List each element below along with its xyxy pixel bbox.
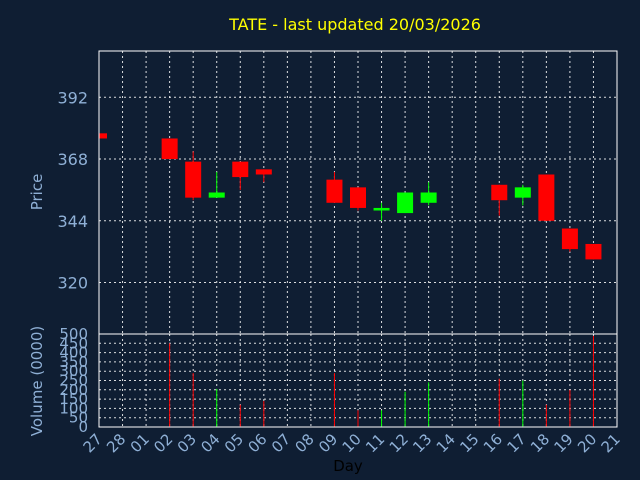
x-tick-label: 08 [292,430,318,456]
candle-body [326,179,343,203]
x-tick-label: 18 [527,430,553,456]
volume-tick-label: 300 [59,362,88,380]
x-tick-label: 19 [551,430,577,456]
volume-tick-label: 150 [59,390,88,408]
chart-title: TATE - last updated 20/03/2026 [228,15,481,34]
x-tick-label: 04 [197,430,223,456]
x-tick-label: 20 [574,430,600,456]
volume-tick-label: 250 [59,372,88,390]
x-tick-label: 16 [480,430,506,456]
x-tick-label: 11 [362,430,388,456]
volume-tick-label: 350 [59,353,88,371]
volume-tick-label: 50 [69,409,88,427]
volume-tick-label: 200 [59,381,88,399]
candle-body [373,207,390,211]
x-tick-label: 28 [103,430,129,456]
x-tick-label: 10 [339,430,365,456]
volume-tick-label: 500 [59,325,88,343]
x-tick-label: 21 [598,430,624,456]
candle-body [232,161,249,178]
x-tick-label: 05 [221,430,247,456]
candle-body [397,192,414,214]
x-tick-label: 01 [127,430,153,456]
candle-body [514,187,531,198]
price-tick-label: 368 [57,150,88,169]
volume-axis-label: Volume (0000) [28,326,46,436]
candle-body [420,192,437,203]
volume-tick-label: 100 [59,399,88,417]
volume-tick-label: 400 [59,344,88,362]
candle-body [491,184,508,201]
candle-body [255,169,272,175]
x-tick-label: 17 [503,430,529,456]
candle-body [585,243,602,260]
volume-tick-label: 0 [78,418,88,436]
x-tick-label: 02 [150,430,176,456]
candle-body [538,174,555,221]
price-tick-label: 392 [57,88,88,107]
x-tick-label: 09 [315,430,341,456]
price-axis-label: Price [28,174,46,211]
volume-plot-frame [98,333,618,428]
x-tick-label: 07 [268,430,294,456]
x-tick-label: 13 [409,430,435,456]
candle-body [561,228,578,250]
x-axis-label: Day [333,457,363,475]
candle-body [185,161,202,198]
price-tick-label: 344 [57,212,88,231]
volume-tick-label: 450 [59,334,88,352]
x-tick-label: 06 [244,430,270,456]
price-tick-label: 320 [57,274,88,293]
candle-body [99,133,107,139]
candle-body [161,138,178,160]
candle-body [208,192,225,198]
x-tick-label: 12 [386,430,412,456]
candle-body [350,187,366,208]
x-tick-label: 15 [456,430,482,456]
x-tick-label: 03 [174,430,200,456]
x-tick-label: 14 [433,430,459,456]
